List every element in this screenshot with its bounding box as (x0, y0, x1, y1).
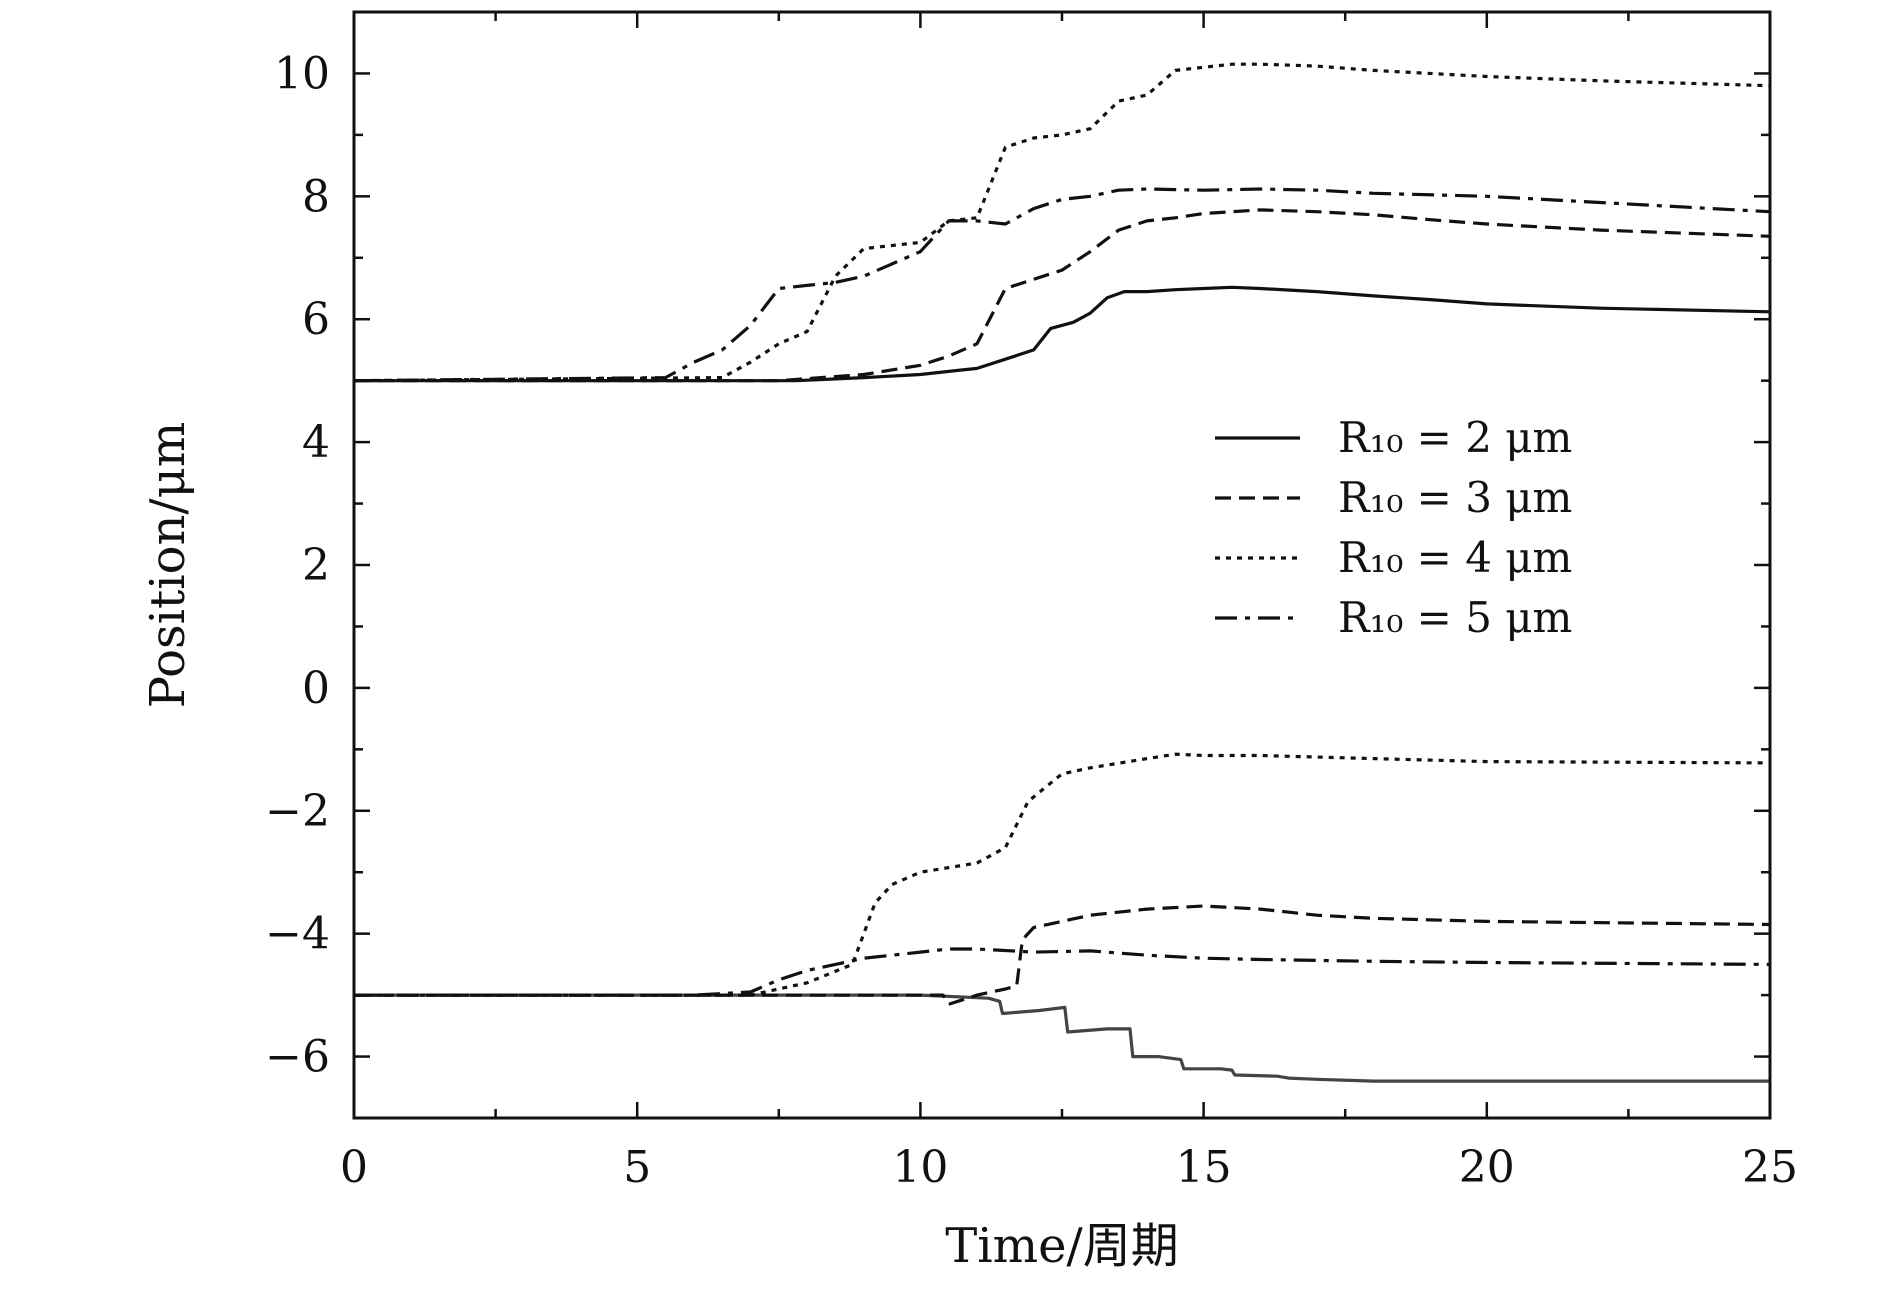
y-tick-label: 4 (302, 417, 330, 468)
x-tick-label: 20 (1459, 1142, 1515, 1193)
y-tick-label: 6 (302, 294, 330, 345)
legend-item: R₁₀ = 5 μm (1215, 593, 1572, 642)
x-tick-label: 5 (623, 1142, 651, 1193)
legend-label: R₁₀ = 2 μm (1338, 413, 1572, 462)
series-line-7 (354, 947, 1771, 997)
series-layer (353, 62, 1771, 1083)
series-line-1 (354, 208, 1771, 383)
y-tick-label: 8 (302, 171, 330, 222)
x-tick-label: 25 (1742, 1142, 1798, 1193)
x-tick-label: 15 (1176, 1142, 1232, 1193)
x-tick-label: 0 (340, 1142, 368, 1193)
y-tick-label: −6 (265, 1032, 330, 1083)
legend: R₁₀ = 2 μm R₁₀ = 3 μm R₁₀ = 4 μm R₁₀ = 5 μm (1215, 413, 1572, 642)
series-line-0 (354, 285, 1771, 383)
legend-item: R₁₀ = 2 μm (1215, 413, 1572, 462)
x-tick-label: 10 (892, 1142, 948, 1193)
y-tick-label: −2 (265, 786, 330, 837)
legend-label: R₁₀ = 3 μm (1338, 473, 1572, 522)
legend-item: R₁₀ = 4 μm (1215, 533, 1572, 582)
y-tick-label: 10 (274, 48, 330, 99)
tick-label-layer: 0 5 10 15 20 25 −6 −4 −2 0 2 4 6 8 10 (265, 48, 1798, 1193)
legend-label: R₁₀ = 5 μm (1338, 593, 1572, 642)
series-line-4 (354, 993, 1770, 1083)
y-tick-label: 2 (302, 540, 330, 591)
series-line-6 (354, 752, 1771, 997)
y-axis-title: Position/μm (140, 422, 196, 709)
legend-item: R₁₀ = 3 μm (1215, 473, 1572, 522)
x-axis-title: Time/周期 (945, 1218, 1178, 1274)
y-tick-label: 0 (302, 663, 330, 714)
series-line-5 (354, 904, 1771, 1006)
y-tick-label: −4 (265, 909, 330, 960)
series-line-2 (353, 62, 1771, 383)
tick-layer (352, 10, 1772, 1120)
legend-label: R₁₀ = 4 μm (1338, 533, 1572, 582)
series-line-3 (353, 187, 1771, 383)
